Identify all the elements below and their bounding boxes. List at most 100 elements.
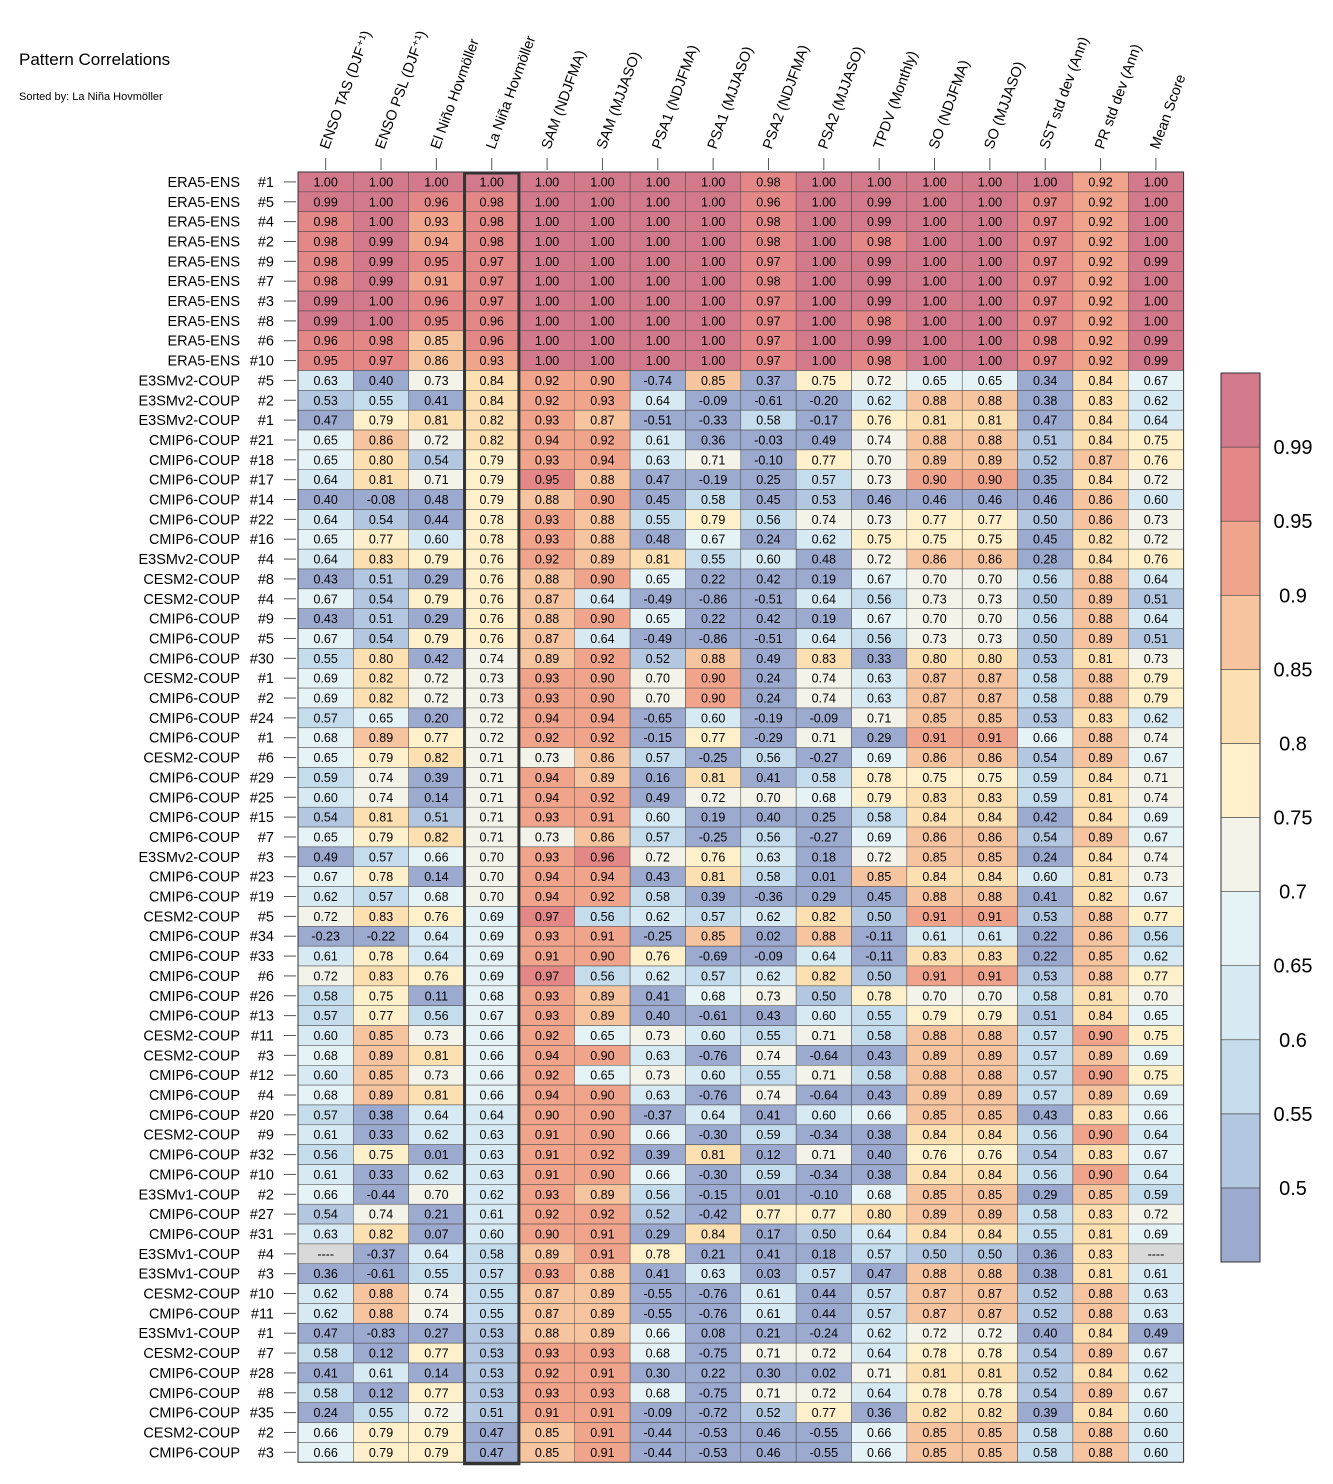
cell-value: 0.79: [424, 592, 448, 606]
cell-value: 0.63: [480, 1168, 504, 1182]
cell-value: 0.43: [756, 1009, 780, 1023]
cell-value: 0.63: [1144, 1287, 1168, 1301]
cell-value: 0.22: [701, 612, 725, 626]
cell-value: 1.00: [535, 354, 559, 368]
column-label: PSA2 (MJJASO): [816, 44, 868, 151]
cell-value: 0.93: [535, 672, 559, 686]
cell-value: 0.98: [756, 235, 780, 249]
cell-value: 1.00: [812, 295, 836, 309]
cell-value: 0.92: [535, 1208, 559, 1222]
cell-value: 0.99: [867, 295, 891, 309]
cell-value: 1.00: [922, 215, 946, 229]
cell-value: 0.64: [812, 950, 836, 964]
row-label-number: #1: [258, 671, 274, 687]
row-label-number: #1: [258, 175, 274, 191]
cell-value: 0.93: [535, 1267, 559, 1281]
cell-value: 0.84: [1088, 433, 1112, 447]
cell-value: 0.90: [978, 473, 1002, 487]
cell-value: 0.37: [756, 374, 780, 388]
cell-value: 1.00: [1144, 295, 1168, 309]
cell-value: 0.86: [1088, 513, 1112, 527]
cell-value: 0.87: [535, 1307, 559, 1321]
cell-value: 0.80: [369, 453, 393, 467]
cell-value: 0.85: [978, 1446, 1002, 1460]
cell-value: 0.68: [314, 1049, 338, 1063]
cell-value: 0.98: [314, 235, 338, 249]
cell-value: 0.68: [480, 989, 504, 1003]
cell-value: 0.74: [369, 771, 393, 785]
cell-value: 1.00: [922, 235, 946, 249]
cell-value: 0.53: [314, 394, 338, 408]
cell-value: 0.63: [756, 850, 780, 864]
cell-value: 0.88: [535, 1327, 559, 1341]
cell-value: 0.95: [424, 255, 448, 269]
cell-value: 0.21: [701, 1247, 725, 1261]
cell-value: 0.49: [756, 652, 780, 666]
cell-value: 0.61: [1144, 1267, 1168, 1281]
cell-value: 0.07: [424, 1227, 448, 1241]
cell-value: 0.96: [424, 195, 448, 209]
cell-value: -0.51: [754, 632, 783, 646]
row-label-name: CMIP6-COUP: [149, 612, 240, 628]
cell-value: 0.69: [480, 930, 504, 944]
cell-value: -0.44: [367, 1188, 396, 1202]
cell-value: 1.00: [369, 295, 393, 309]
row-label-name: CESM2-COUP: [143, 1425, 240, 1441]
cell-value: 0.73: [978, 632, 1002, 646]
cell-value: 0.88: [1088, 969, 1112, 983]
row-label-number: #10: [250, 1287, 274, 1303]
cell-value: 0.83: [922, 950, 946, 964]
cell-value: 0.84: [1088, 414, 1112, 428]
cell-value: 0.82: [1088, 890, 1112, 904]
cell-value: 0.82: [978, 1406, 1002, 1420]
cell-value: 0.87: [922, 1287, 946, 1301]
cell-value: 1.00: [1144, 195, 1168, 209]
cell-value: 0.49: [1144, 1327, 1168, 1341]
cell-value: 0.63: [867, 692, 891, 706]
cell-value: 0.41: [1033, 890, 1057, 904]
cell-value: 0.99: [314, 295, 338, 309]
cell-value: 0.61: [646, 433, 670, 447]
cell-value: 1.00: [922, 334, 946, 348]
cell-value: 0.84: [922, 870, 946, 884]
cell-value: 0.79: [1144, 692, 1168, 706]
cell-value: 0.21: [424, 1208, 448, 1222]
cell-value: 0.90: [535, 1227, 559, 1241]
row-label-number: #2: [258, 393, 274, 409]
cell-value: 0.97: [1033, 295, 1057, 309]
row-label-name: CMIP6-COUP: [149, 1366, 240, 1382]
cell-value: 0.71: [867, 1366, 891, 1380]
cell-value: 0.92: [590, 1208, 614, 1222]
cell-value: 0.86: [1088, 930, 1112, 944]
cell-value: 0.82: [369, 672, 393, 686]
cell-value: 0.38: [369, 1108, 393, 1122]
cell-value: 0.91: [535, 950, 559, 964]
cell-value: 0.42: [424, 652, 448, 666]
cell-value: 0.66: [314, 1426, 338, 1440]
row-label-number: #7: [258, 274, 274, 290]
cell-value: 0.79: [424, 1446, 448, 1460]
cell-value: 0.76: [480, 553, 504, 567]
cell-value: 0.39: [701, 890, 725, 904]
cell-value: 0.58: [1033, 1446, 1057, 1460]
cell-value: 0.74: [756, 1049, 780, 1063]
cell-value: 0.57: [369, 890, 393, 904]
colorbar-bin: [1220, 1039, 1261, 1115]
column-label: PSA1 (NDJFMA): [649, 43, 702, 151]
cell-value: 0.92: [1088, 215, 1112, 229]
cell-value: 0.56: [314, 1148, 338, 1162]
cell-value: 0.66: [480, 1069, 504, 1083]
cell-value: 0.79: [369, 1426, 393, 1440]
cell-value: 0.34: [1033, 374, 1057, 388]
cell-value: -0.53: [699, 1446, 728, 1460]
cell-value: 0.88: [590, 1267, 614, 1281]
cell-value: 0.39: [646, 1148, 670, 1162]
cell-value: 0.88: [1088, 672, 1112, 686]
cell-value: 0.87: [1088, 453, 1112, 467]
cell-value: 0.66: [480, 1089, 504, 1103]
row-label-number: #7: [258, 1346, 274, 1362]
cell-value: -0.55: [644, 1287, 673, 1301]
cell-value: 0.86: [978, 751, 1002, 765]
row-label-name: ERA5-ENS: [167, 254, 240, 270]
cell-value: 0.81: [1088, 791, 1112, 805]
